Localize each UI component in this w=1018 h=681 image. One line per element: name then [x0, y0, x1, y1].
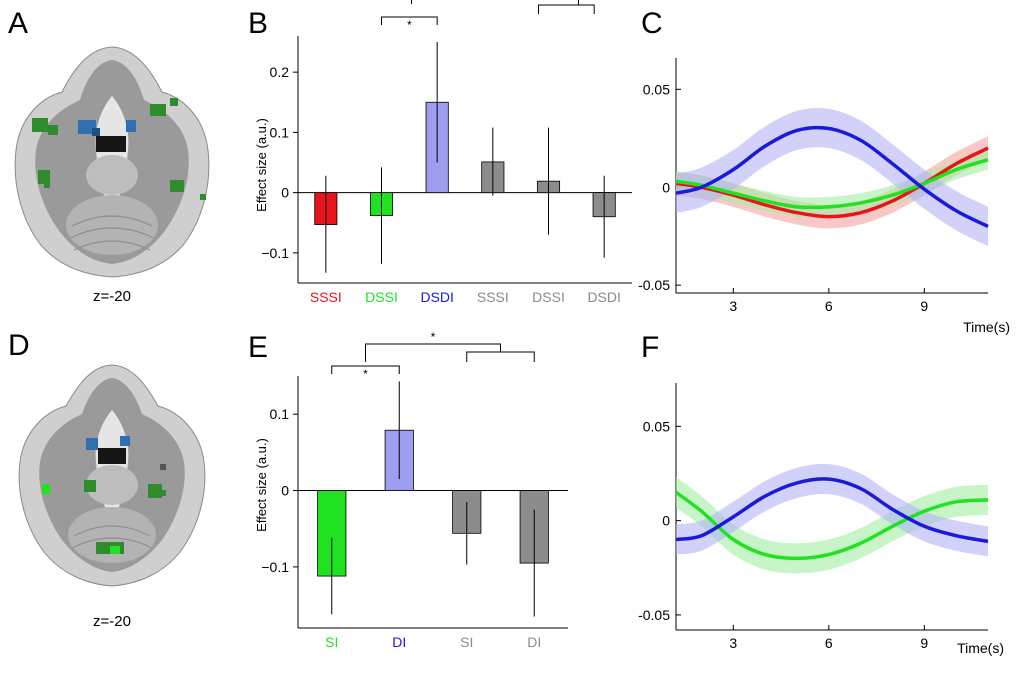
panel-letter-c: C — [641, 7, 663, 40]
category-label: DI — [527, 634, 541, 650]
category-label: SSSI — [310, 289, 342, 305]
y-axis-label-e: Effect size (a.u.) — [254, 438, 269, 532]
y-tick-label: -0.05 — [638, 607, 670, 623]
series-line — [675, 477, 989, 544]
brain-slice-d — [18, 364, 206, 587]
panel-letter-b: B — [248, 7, 268, 40]
y-tick-label: 0.1 — [270, 406, 290, 422]
y-tick-label: -0.05 — [638, 277, 670, 293]
slice-label-a: z=-20 — [93, 288, 131, 305]
x-tick-label: 9 — [920, 298, 928, 314]
y-tick-label: 0 — [281, 185, 289, 201]
category-label: DSDI — [420, 289, 453, 305]
y-tick-label: 0 — [662, 179, 670, 195]
x-tick-label: 6 — [825, 298, 833, 314]
brain-slice-a — [14, 46, 210, 278]
panel-a: A z=-20 — [8, 7, 210, 305]
panel-letter-d: D — [8, 329, 30, 362]
series-line — [675, 158, 989, 210]
significance-bracket — [331, 365, 400, 374]
y-tick-label: 0 — [662, 513, 670, 529]
x-tick-label: 9 — [920, 635, 928, 651]
bar-chart-e: E Effect size (a.u.) −0.1 0 0.1 SI DI SI DI * * — [248, 330, 568, 650]
y-tick-label: 0.2 — [270, 64, 290, 80]
y-tick-label: 0.1 — [270, 124, 290, 140]
y-tick-label: 0.05 — [643, 418, 670, 434]
x-axis-label-c: Time(s) — [963, 319, 1010, 335]
group-significance-star: * — [431, 330, 436, 344]
slice-label-d: z=-20 — [93, 613, 131, 630]
bar-chart-b: B Effect size (a.u.) −0.1 0 0.1 0.2 SSSI DSSI… — [248, 0, 632, 305]
category-label: SI — [325, 634, 338, 650]
line-chart-c: C Time(s) -0.05 0 0.05 3 6 9 — [638, 7, 1010, 335]
x-tick-label: 3 — [729, 635, 737, 651]
x-axis-label-f: Time(s) — [957, 640, 1004, 656]
panel-letter-e: E — [248, 331, 268, 364]
confidence-band — [676, 463, 988, 557]
panel-letter-a: A — [8, 7, 28, 40]
series-line — [674, 490, 989, 561]
x-tick-label: 3 — [729, 298, 737, 314]
category-label: DI — [392, 634, 406, 650]
y-tick-label: −0.1 — [261, 245, 289, 261]
category-label: SI — [460, 634, 473, 650]
group-bracket-top — [365, 343, 501, 362]
significance-bracket — [381, 16, 438, 25]
category-label: SSSI — [477, 289, 509, 305]
category-label: DSSI — [532, 289, 565, 305]
significance-star: * — [363, 367, 368, 381]
series-line — [675, 125, 989, 228]
y-tick-label: 0 — [281, 483, 289, 499]
panel-letter-f: F — [641, 331, 659, 364]
significance-bracket-partial — [538, 0, 595, 14]
line-chart-f: F Time(s) -0.05 0 0.05 3 6 9 — [638, 331, 1004, 656]
y-tick-label: −0.1 — [261, 559, 289, 575]
group-bracket-right — [466, 351, 535, 362]
confidence-band — [676, 108, 988, 246]
panel-d: D z=-20 — [8, 329, 206, 630]
x-tick-label: 6 — [825, 635, 833, 651]
y-tick-label: 0.05 — [643, 81, 670, 97]
significance-star: * — [407, 18, 412, 32]
y-axis-label-b: Effect size (a.u.) — [254, 118, 269, 212]
category-label: DSSI — [365, 289, 398, 305]
category-label: DSDI — [587, 289, 620, 305]
